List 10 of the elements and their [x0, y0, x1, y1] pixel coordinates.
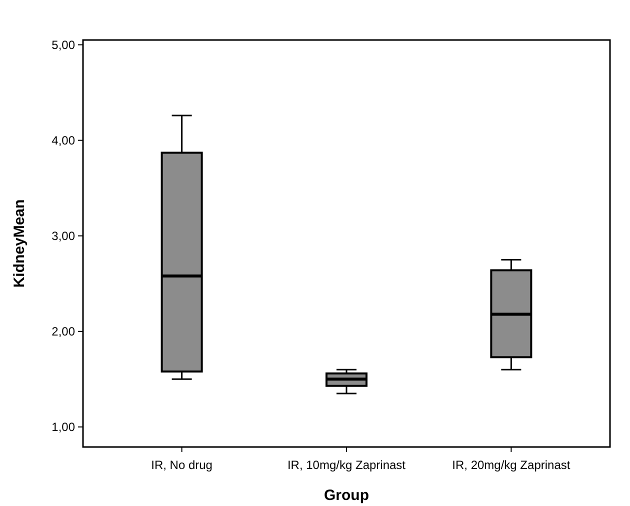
y-tick-label: 1,00 — [52, 420, 76, 434]
x-tick-label: IR, No drug — [151, 458, 212, 472]
y-tick-label: 3,00 — [52, 229, 76, 244]
y-tick-label: 5,00 — [52, 38, 76, 52]
y-tick-label: 4,00 — [52, 134, 76, 148]
x-tick-label: IR, 10mg/kg Zaprinast — [287, 458, 406, 472]
x-axis-title: Group — [324, 487, 369, 504]
x-tick-label: IR, 20mg/kg Zaprinast — [452, 458, 571, 472]
y-axis-title: KidneyMean — [11, 199, 28, 288]
y-tick-label: 2,00 — [52, 324, 76, 339]
